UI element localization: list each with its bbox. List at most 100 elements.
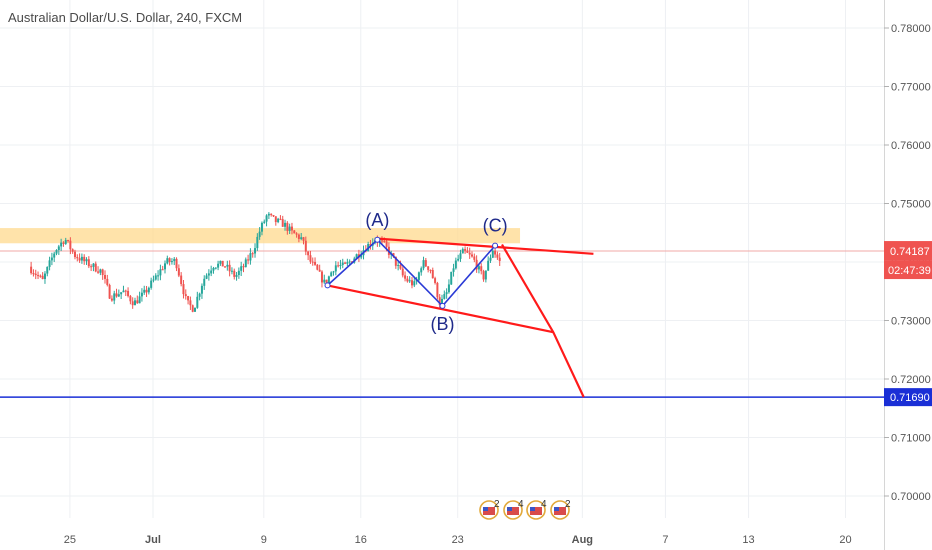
candle-body-82 — [219, 260, 222, 264]
x-tick-label-2: 9 — [261, 534, 267, 546]
candle-body-32 — [103, 275, 106, 279]
candle-body-172 — [427, 266, 430, 270]
candle-body-74 — [200, 285, 203, 294]
candle-body-72 — [196, 296, 199, 308]
candle-body-81 — [217, 263, 220, 268]
candle-body-64 — [177, 268, 180, 276]
candle-body-18 — [71, 249, 74, 252]
candle-body-154 — [385, 241, 388, 247]
candle-body-85 — [226, 264, 229, 267]
event-flag-canton-3 — [554, 507, 559, 511]
candle-body-188 — [464, 249, 467, 251]
candle-body-108 — [279, 218, 282, 220]
candle-body-47 — [138, 296, 141, 304]
candle-body-177 — [438, 297, 441, 305]
support-tag: 0.71690 — [890, 392, 930, 404]
candle-body-134 — [339, 264, 342, 266]
candle-body-15 — [64, 240, 67, 244]
event-flag-icon-3[interactable]: 2 — [550, 499, 571, 520]
candle-body-189 — [466, 250, 469, 253]
candle-body-22 — [80, 256, 83, 261]
event-flag-icon-1[interactable]: 4 — [503, 499, 524, 520]
countdown-tag-bg — [884, 260, 932, 280]
event-count-3: 2 — [565, 499, 571, 510]
candle-body-79 — [212, 268, 215, 271]
y-tick-label-7: 0.71000 — [891, 433, 931, 445]
candle-body-180 — [445, 292, 448, 295]
candle-body-186 — [459, 253, 462, 259]
last-price-tag-bg — [884, 241, 932, 261]
candle-body-138 — [348, 261, 351, 263]
candle-body-58 — [164, 263, 167, 270]
candle-body-93 — [244, 259, 247, 268]
candle-body-162 — [404, 275, 407, 279]
candle-body-71 — [194, 307, 197, 312]
candle-body-109 — [281, 219, 284, 227]
candle-body-147 — [369, 244, 372, 246]
event-flag-stripes-1 — [507, 507, 519, 515]
candle-body-124 — [316, 264, 319, 270]
candle-body-50 — [145, 289, 148, 293]
wave-abc-path — [326, 238, 496, 308]
candle-body-61 — [170, 261, 173, 263]
candle-body-80 — [214, 267, 217, 269]
event-icons[interactable]: 2 4 4 2 — [479, 499, 571, 520]
candle-body-184 — [454, 260, 457, 269]
candle-body-42 — [127, 290, 130, 297]
candle-body-101 — [263, 221, 266, 223]
candlestick-series — [30, 212, 501, 313]
candle-body-77 — [207, 273, 210, 276]
event-flag-icon-2[interactable]: 4 — [526, 499, 547, 520]
candle-body-0 — [30, 266, 33, 274]
candle-body-97 — [254, 248, 257, 254]
y-tick-label-3: 0.75000 — [891, 199, 931, 211]
x-tick-label-5: Aug — [572, 534, 593, 546]
candle-body-169 — [420, 268, 423, 273]
candle-body-161 — [401, 268, 404, 276]
candle-body-103 — [267, 213, 270, 216]
y-tick-label-2: 0.76000 — [891, 140, 931, 152]
event-count-0: 2 — [494, 499, 500, 510]
event-flag-stripes-2 — [530, 507, 542, 515]
candle-body-56 — [159, 269, 162, 276]
candle-body-26 — [90, 266, 93, 268]
x-tick-label-3: 16 — [355, 534, 367, 546]
candle-body-91 — [240, 266, 243, 271]
candle-body-165 — [410, 280, 413, 286]
candle-body-157 — [392, 253, 395, 257]
price-tags: 0.74187 02:47:39 0.71690 — [884, 241, 932, 407]
y-tick-label-6: 0.72000 — [891, 374, 931, 386]
chart-grid — [0, 0, 884, 518]
candle-body-111 — [286, 222, 289, 231]
candle-body-3 — [37, 275, 40, 277]
candle-body-62 — [173, 258, 176, 262]
candle-body-120 — [307, 251, 310, 256]
candle-body-2 — [34, 273, 37, 276]
candle-body-198 — [487, 260, 490, 271]
candle-body-30 — [99, 269, 102, 273]
candle-body-19 — [73, 251, 76, 258]
event-flag-canton-0 — [483, 507, 488, 511]
candle-body-181 — [447, 284, 450, 293]
candle-body-174 — [431, 270, 434, 279]
candle-body-100 — [260, 222, 263, 232]
candle-body-5 — [41, 275, 44, 280]
candle-body-29 — [97, 271, 100, 273]
candle-body-170 — [422, 260, 425, 269]
candle-body-159 — [397, 264, 400, 266]
candle-body-143 — [360, 255, 363, 258]
wedge-channel — [327, 237, 594, 334]
candle-body-78 — [210, 270, 213, 274]
candle-body-105 — [272, 215, 275, 217]
y-tick-label-5: 0.73000 — [891, 316, 931, 328]
channel-lower-line — [327, 284, 554, 334]
candle-body-11 — [55, 250, 58, 254]
x-tick-label-7: 13 — [742, 534, 754, 546]
candle-body-49 — [143, 289, 146, 293]
candle-body-88 — [233, 270, 236, 277]
candle-body-51 — [147, 287, 150, 293]
event-flag-icon-0[interactable]: 2 — [479, 499, 500, 520]
wave-point-3 — [492, 242, 499, 249]
candle-body-163 — [406, 278, 409, 282]
